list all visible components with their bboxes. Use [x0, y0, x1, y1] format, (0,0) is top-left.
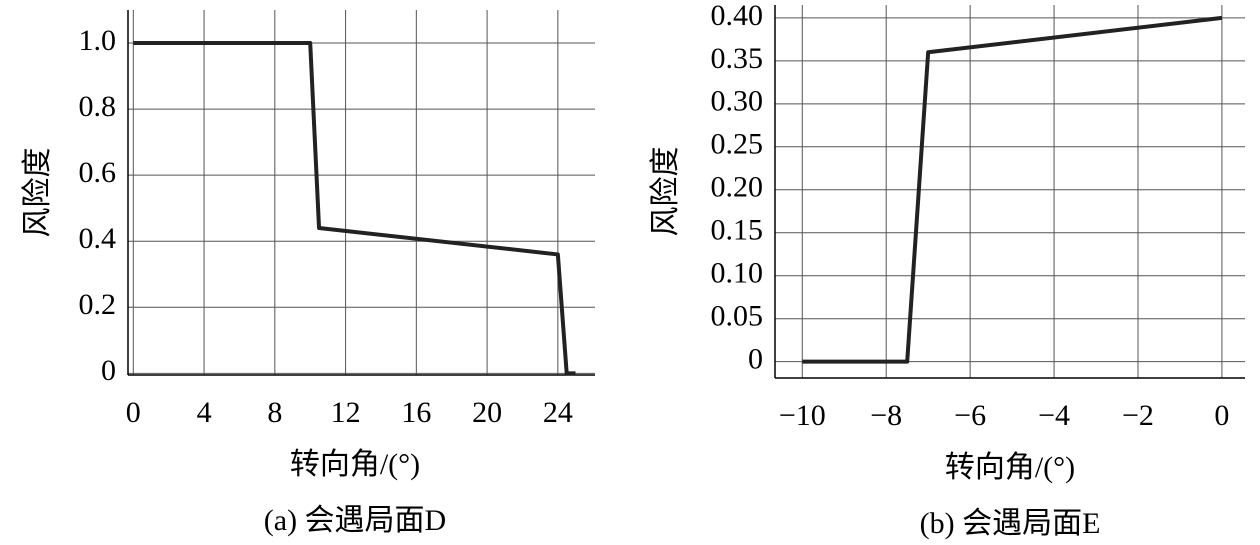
y-tick-label: 1.0 — [79, 24, 117, 57]
y-axis-label: 风险度 — [649, 147, 682, 237]
y-tick-label: 0 — [101, 354, 116, 387]
y-tick-label: 0.10 — [711, 257, 764, 290]
y-tick-label: 0.2 — [79, 288, 117, 321]
y-tick-label: 0.30 — [711, 85, 764, 118]
data-line — [802, 15, 1223, 364]
y-tick-label: 0.05 — [711, 300, 764, 333]
x-axis-label: 转向角/(°) — [290, 448, 420, 481]
x-axis-label: 转向角/(°) — [945, 451, 1075, 484]
y-tick-label: 0.8 — [79, 90, 117, 123]
x-tick-label: 16 — [401, 396, 431, 429]
data-line — [133, 41, 576, 376]
x-tick-label: −6 — [954, 399, 986, 432]
y-tick-label: 0.25 — [711, 128, 764, 161]
x-tick-label: 8 — [267, 396, 282, 429]
y-tick-label: 0 — [748, 343, 763, 376]
x-tick-label: −2 — [1122, 399, 1154, 432]
y-axis-label: 风险度 — [21, 148, 54, 238]
y-tick-label: 0.15 — [711, 214, 764, 247]
y-tick-label: 0.6 — [79, 156, 117, 189]
x-tick-label: −4 — [1038, 399, 1070, 432]
x-tick-label: −8 — [870, 399, 902, 432]
caption: (a) 会遇局面D — [264, 504, 446, 537]
y-tick-label: 0.4 — [79, 222, 117, 255]
x-tick-label: 24 — [543, 396, 573, 429]
x-tick-label: 0 — [1214, 399, 1229, 432]
x-tick-label: 12 — [331, 396, 361, 429]
x-tick-label: −10 — [779, 399, 826, 432]
x-tick-label: 0 — [126, 396, 141, 429]
y-tick-label: 0.35 — [711, 42, 764, 75]
y-tick-label: 0.20 — [711, 171, 764, 204]
caption: (b) 会遇局面E — [920, 507, 1101, 540]
x-tick-label: 20 — [472, 396, 502, 429]
y-tick-label: 0.40 — [711, 0, 764, 32]
x-tick-label: 4 — [197, 396, 212, 429]
